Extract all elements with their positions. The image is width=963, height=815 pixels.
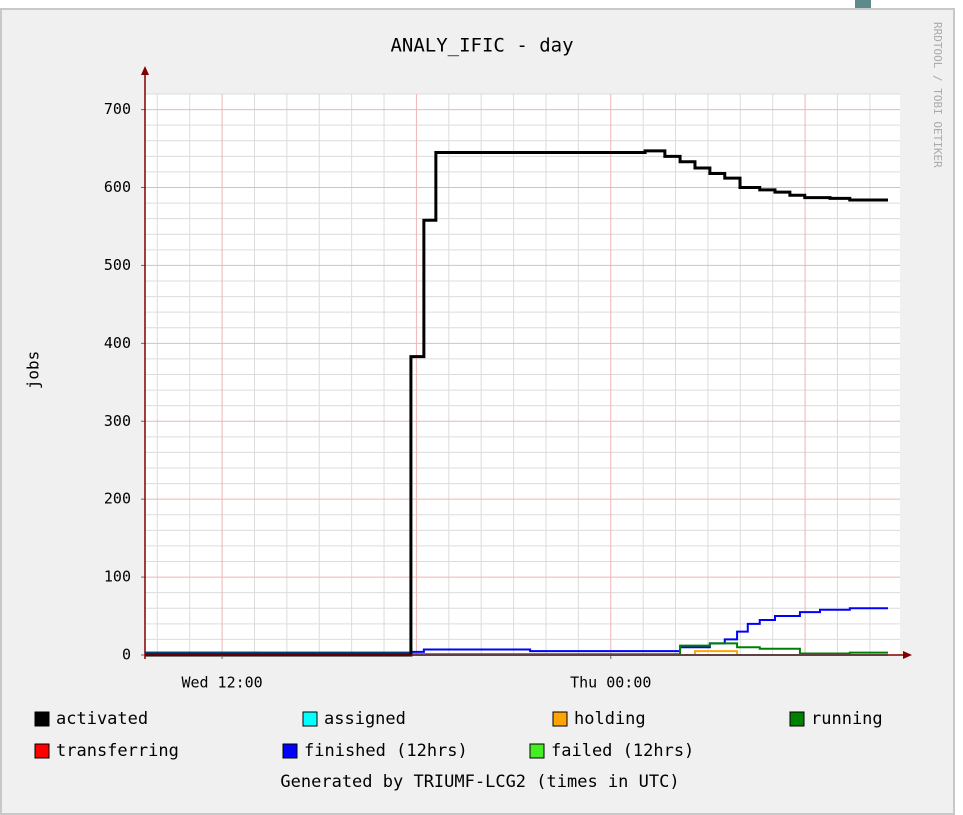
legend-label: activated xyxy=(56,709,148,729)
series-line xyxy=(145,607,889,654)
y-tick-label: 600 xyxy=(104,178,131,196)
y-tick-label: 200 xyxy=(104,490,131,508)
x-tick-label: Thu 00:00 xyxy=(570,674,651,692)
grid xyxy=(145,93,900,656)
y-axis-label: jobs xyxy=(24,351,43,390)
legend-label: transferring xyxy=(56,741,179,761)
legend-label: assigned xyxy=(324,709,406,729)
footer: Generated by TRIUMF-LCG2 (times in UTC) xyxy=(280,772,679,792)
y-tick-label: 100 xyxy=(104,568,131,586)
y-tick-label: 700 xyxy=(104,100,131,118)
y-tick-label: 0 xyxy=(122,646,131,664)
chart-title: ANALY_IFIC - day xyxy=(390,35,573,57)
legend-swatch xyxy=(552,711,568,727)
legend-swatch xyxy=(34,743,50,759)
y-tick-label: 300 xyxy=(104,412,131,430)
legend-label: running xyxy=(811,709,883,729)
x-tick-label: Wed 12:00 xyxy=(181,674,262,692)
series-line xyxy=(145,149,889,657)
legend-swatch xyxy=(282,743,298,759)
axes: 0 100 200 300 400 500 600 700 Wed 12:00 Thu 00:00… xyxy=(34,66,912,761)
legend-label: finished (12hrs) xyxy=(304,741,468,761)
legend-swatch xyxy=(789,711,805,727)
watermark: RRDTOOL / TOBI OETIKER xyxy=(931,22,944,168)
legend-swatch xyxy=(529,743,545,759)
legend-label: failed (12hrs) xyxy=(551,741,694,761)
x-axis-arrow xyxy=(903,651,912,659)
y-tick-label: 400 xyxy=(104,334,131,352)
y-tick-label: 500 xyxy=(104,256,131,274)
legend-swatch xyxy=(302,711,318,727)
y-axis-arrow xyxy=(141,66,149,75)
legend-swatch xyxy=(34,711,50,727)
legend-label: holding xyxy=(574,709,646,729)
